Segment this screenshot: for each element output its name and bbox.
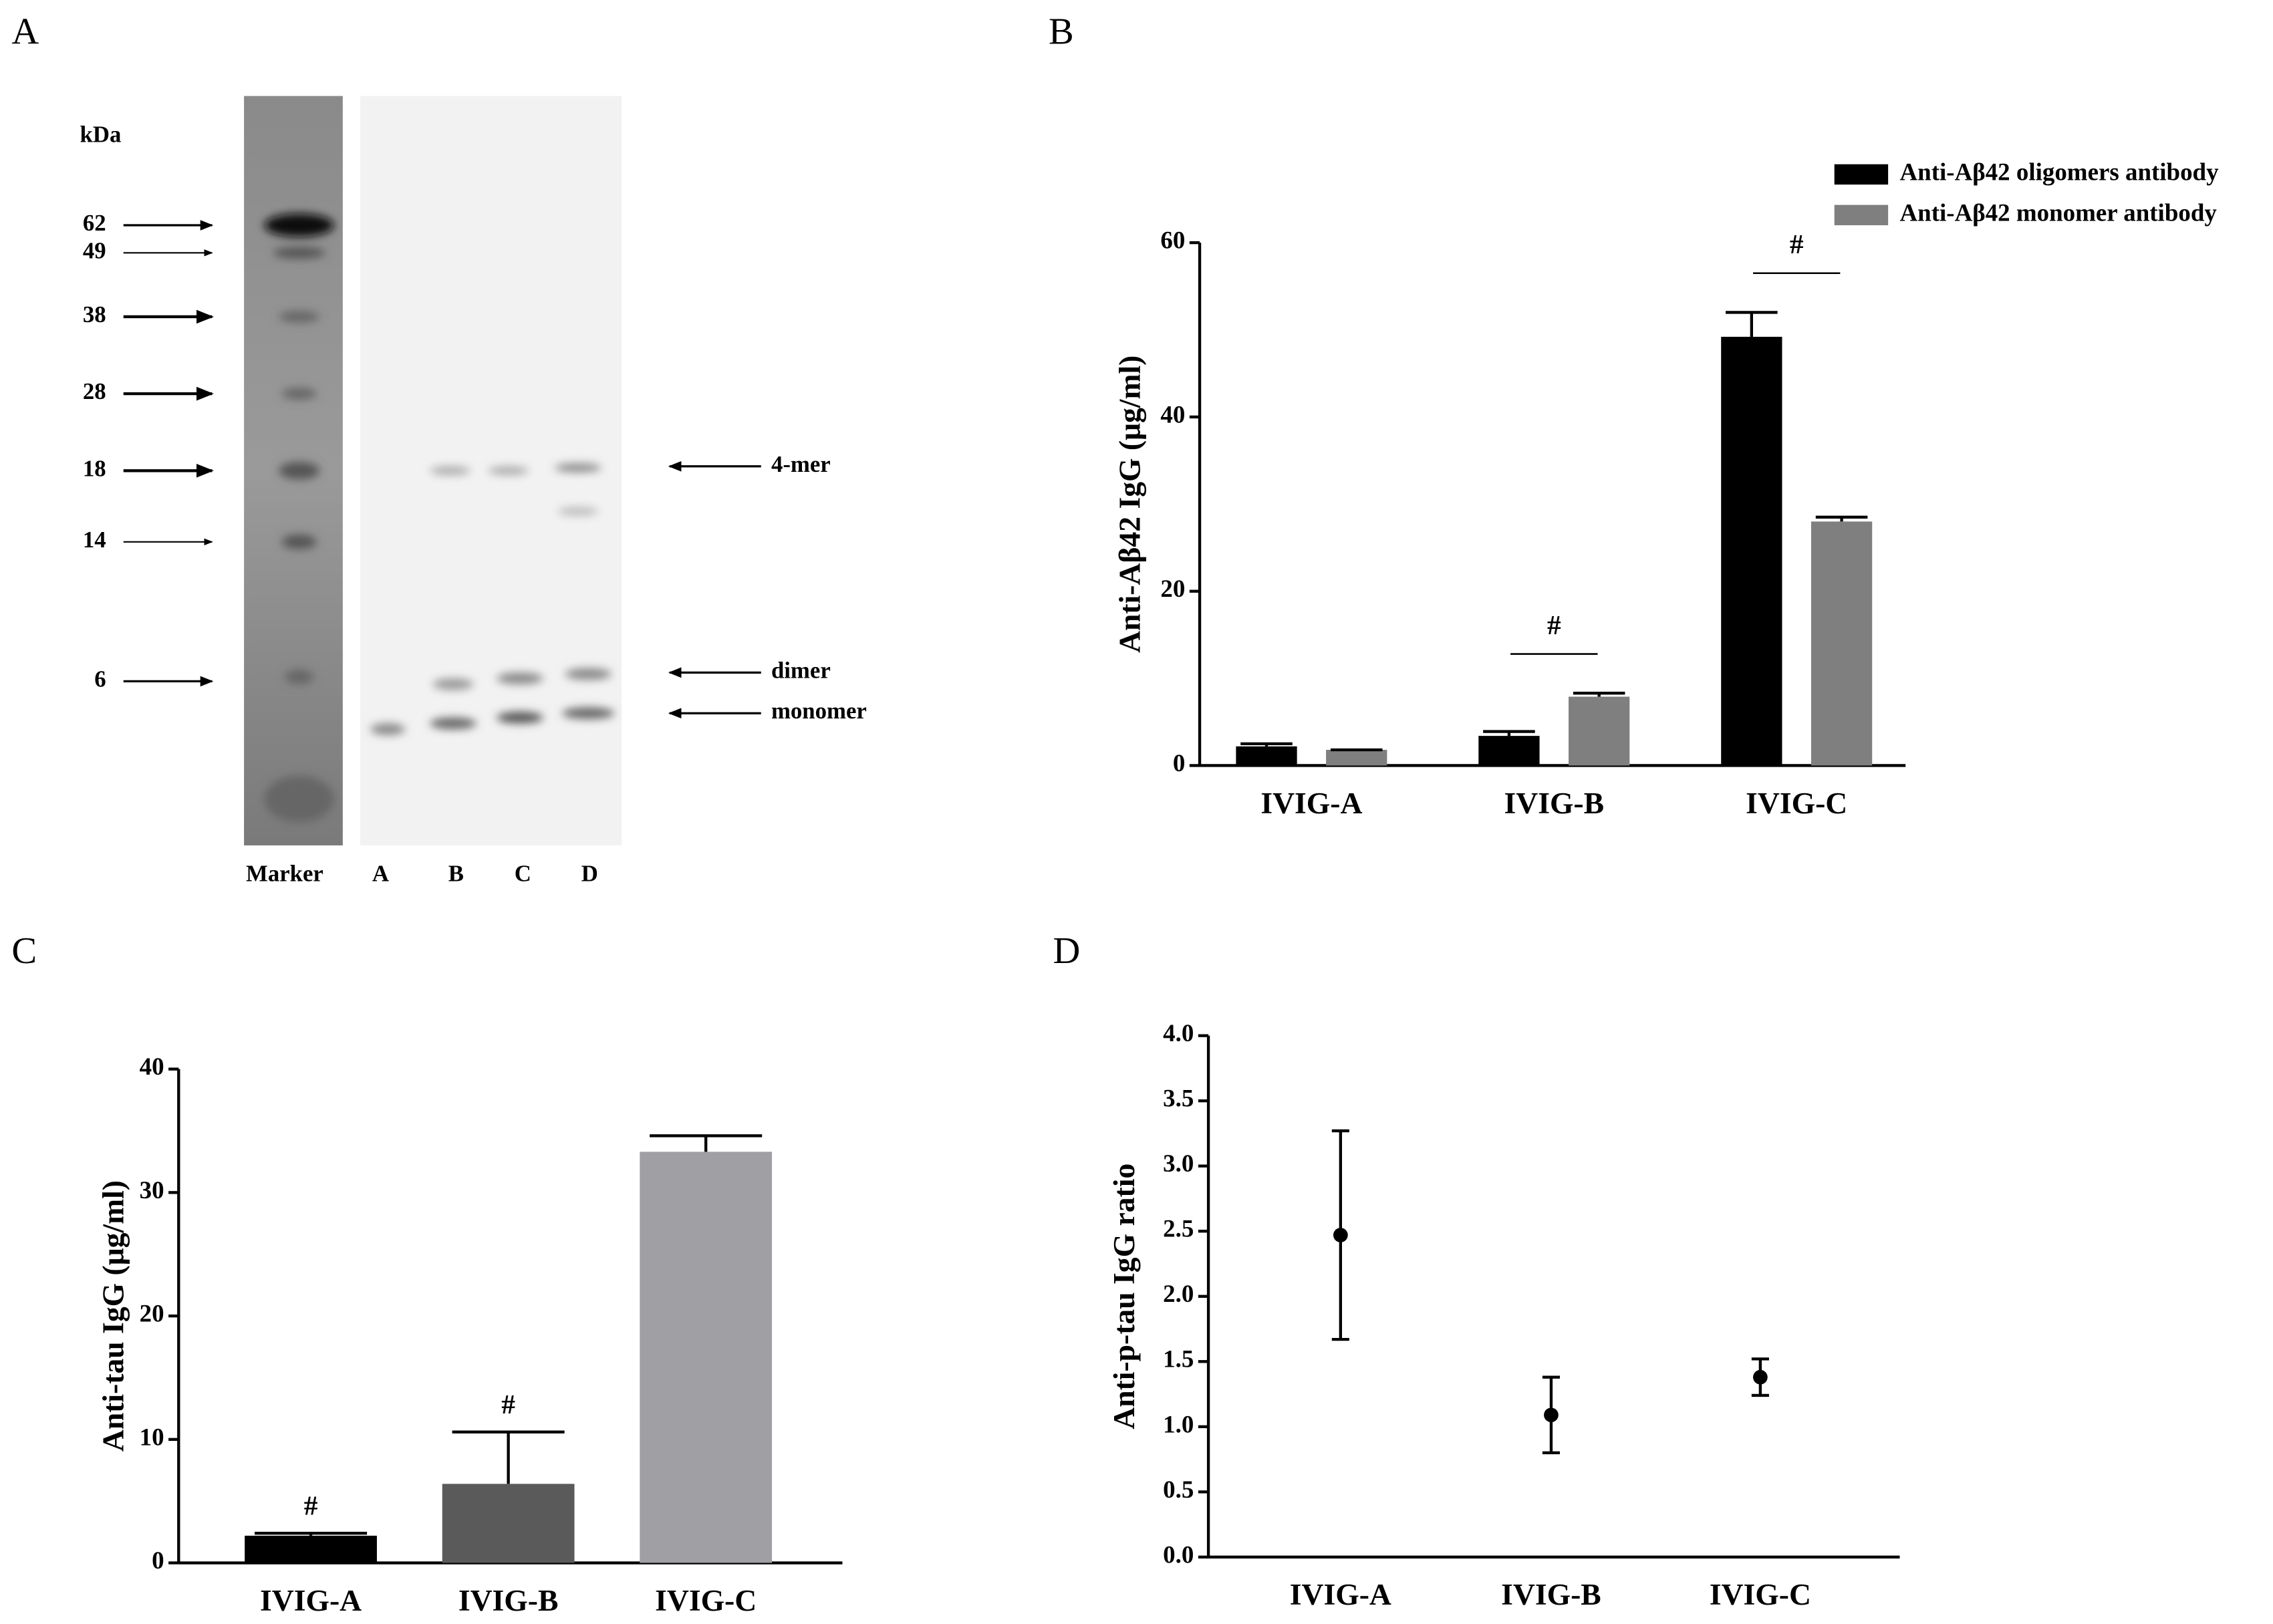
lane-label: D — [581, 861, 598, 887]
y-tick-label: 0 — [1173, 749, 1185, 777]
y-tick-label: 40 — [1160, 400, 1185, 428]
marker-label: 14 — [83, 527, 106, 553]
panel-label: B — [1049, 11, 1074, 52]
x-tick-label: IVIG-A — [1290, 1577, 1391, 1611]
lane-label: B — [448, 861, 464, 887]
lane-label: Marker — [246, 861, 323, 887]
x-tick-label: IVIG-B — [1501, 1577, 1601, 1611]
annotation: # — [1547, 610, 1561, 640]
legend-swatch — [1834, 164, 1889, 185]
y-tick-label: 1.5 — [1163, 1345, 1194, 1373]
bar — [1236, 746, 1297, 766]
x-tick-label: IVIG-C — [1746, 786, 1847, 820]
y-tick-label: 60 — [1160, 227, 1185, 254]
chart: 0 20 40 60 Anti-Aβ42 IgG (μg/ml) IVIG-A IVIG-B… — [1113, 158, 2220, 819]
panel-label: A — [11, 11, 39, 52]
bar — [245, 1535, 377, 1563]
marker-label: 62 — [83, 210, 106, 236]
bar — [640, 1152, 773, 1563]
y-tick-label: 2.5 — [1163, 1215, 1194, 1242]
chart: 0.0 0.5 1.0 1.5 2.0 2.5 3.0 3.5 4.0 Anti-p-tau Ig… — [1107, 1019, 1900, 1611]
panel-label: D — [1053, 930, 1081, 972]
x-tick-label: IVIG-A — [1260, 786, 1362, 820]
y-tick-label: 20 — [1160, 575, 1185, 602]
x-tick-label: IVIG-A — [260, 1583, 362, 1617]
band-label: 4-mer — [771, 451, 831, 477]
bar — [1569, 696, 1630, 766]
bar — [1811, 521, 1873, 766]
marker-label: 49 — [83, 237, 106, 263]
y-tick-label: 10 — [140, 1423, 164, 1450]
lane-label: C — [515, 861, 531, 887]
y-tick-label: 0 — [152, 1546, 164, 1574]
y-axis-label: Anti-tau IgG (μg/ml) — [96, 1180, 130, 1452]
gel-image — [244, 96, 622, 845]
y-tick-label: 30 — [140, 1176, 164, 1204]
bar — [1721, 336, 1782, 766]
annotation: # — [304, 1490, 318, 1521]
y-tick-label: 4.0 — [1163, 1019, 1194, 1047]
x-tick-label: IVIG-B — [1504, 786, 1604, 820]
y-tick-label: 20 — [140, 1300, 164, 1327]
y-tick-label: 2.0 — [1163, 1280, 1194, 1307]
legend-swatch — [1834, 205, 1889, 226]
legend-label: Anti-Aβ42 monomer antibody — [1899, 198, 2217, 226]
chart: 0 10 20 30 40 Anti-tau IgG (μg/ml) IVIG-A IVIG-… — [96, 1053, 843, 1617]
marker-label: 38 — [83, 301, 106, 327]
band-label: monomer — [771, 698, 867, 724]
panel-label: C — [11, 930, 37, 972]
y-tick-label: 0.5 — [1163, 1476, 1194, 1503]
band-label: dimer — [771, 657, 831, 683]
y-tick-label: 1.0 — [1163, 1410, 1194, 1438]
marker-label: 18 — [83, 455, 106, 481]
y-tick-label: 0.0 — [1163, 1540, 1194, 1568]
bar — [1478, 736, 1540, 766]
marker-label: 6 — [94, 666, 106, 692]
y-axis-label: Anti-p-tau IgG ratio — [1107, 1164, 1141, 1430]
y-tick-label: 40 — [140, 1053, 164, 1080]
x-tick-label: IVIG-B — [458, 1583, 559, 1617]
lane-label: A — [372, 861, 389, 887]
unit-label: kDa — [80, 121, 122, 147]
y-tick-label: 3.5 — [1163, 1085, 1194, 1112]
marker-label: 28 — [83, 378, 106, 404]
bar — [1326, 749, 1387, 766]
bar — [442, 1484, 575, 1563]
x-tick-label: IVIG-C — [1710, 1577, 1811, 1611]
legend-label: Anti-Aβ42 oligomers antibody — [1899, 158, 2219, 185]
point — [1333, 1228, 1348, 1242]
y-tick-label: 3.0 — [1163, 1149, 1194, 1177]
annotation: # — [501, 1389, 515, 1419]
point — [1544, 1407, 1559, 1423]
y-axis-label: Anti-Aβ42 IgG (μg/ml) — [1113, 356, 1147, 653]
annotation: # — [1790, 229, 1804, 259]
point — [1753, 1369, 1768, 1385]
x-tick-label: IVIG-C — [655, 1583, 757, 1617]
